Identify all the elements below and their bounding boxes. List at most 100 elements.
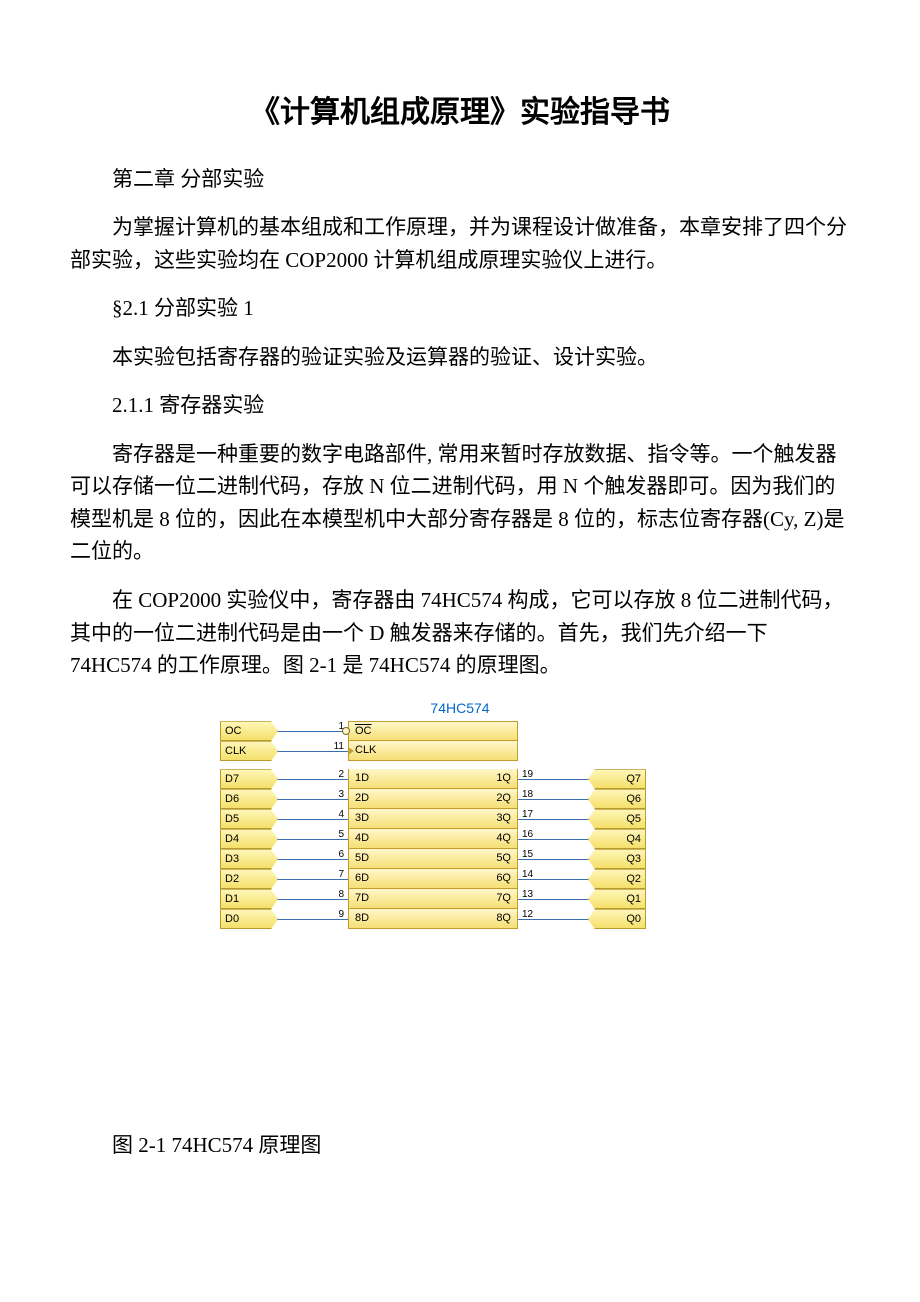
wire-right: 13 bbox=[518, 889, 588, 909]
pin-tag-left: D5 bbox=[220, 809, 278, 829]
pin-number: 12 bbox=[522, 907, 533, 923]
chip-pin-row: D0 9 8D 8Q 12 Q0 bbox=[220, 909, 700, 929]
pin-tag-left: D7 bbox=[220, 769, 278, 789]
wire-left: 9 bbox=[278, 909, 348, 929]
pin-tag-left: D1 bbox=[220, 889, 278, 909]
chip-body-row: 1D 1Q bbox=[348, 769, 518, 789]
pin-number: 8 bbox=[338, 887, 344, 903]
chip-pin-row: D6 3 2D 2Q 18Q6 bbox=[220, 789, 700, 809]
chip-pin-label-right: 6Q bbox=[496, 870, 511, 887]
pin-tag-left: D6 bbox=[220, 789, 278, 809]
wire-left: 5 bbox=[278, 829, 348, 849]
inversion-bubble-icon bbox=[342, 727, 350, 735]
wire-right: 14 bbox=[518, 869, 588, 889]
pin-tag-right: Q5 bbox=[588, 809, 646, 829]
wire-right: 19 bbox=[518, 769, 588, 789]
pin-tag-left: OC bbox=[220, 721, 278, 741]
pin-tag-right: Q4 bbox=[588, 829, 646, 849]
chip-pin-label-left: 7D bbox=[355, 890, 369, 907]
pin-number: 17 bbox=[522, 807, 533, 823]
chip-pin-label-left: 2D bbox=[355, 790, 369, 807]
pin-tag-right: Q1 bbox=[588, 889, 646, 909]
pin-tag-left: D4 bbox=[220, 829, 278, 849]
pin-tag-left: D0 bbox=[220, 909, 278, 929]
pin-tag-right: Q0 bbox=[588, 909, 646, 929]
wire-left: 11 bbox=[278, 741, 348, 761]
chip-body-row: 3D3Q bbox=[348, 809, 518, 829]
pin-number: 5 bbox=[338, 827, 344, 843]
wire-left: 8 bbox=[278, 889, 348, 909]
chip-pin-row: D1 8 7D 7Q 13 Q1 bbox=[220, 889, 700, 909]
chip-pin-label-right: 5Q bbox=[496, 850, 511, 867]
pin-number: 16 bbox=[522, 827, 533, 843]
chip-body-row: 2D 2Q bbox=[348, 789, 518, 809]
chip-pin-label-left: 3D bbox=[355, 810, 369, 827]
chip-body-row: CLK bbox=[348, 741, 518, 761]
chip-pin-label-left: 6D bbox=[355, 870, 369, 887]
chip-pin-label-left: 8D bbox=[355, 910, 369, 927]
chip-pin-label-left: 4D bbox=[355, 830, 369, 847]
paragraph: 在 COP2000 实验仪中，寄存器由 74HC574 构成，它可以存放 8 位… bbox=[70, 584, 850, 682]
chip-pin-label-right: 8Q bbox=[496, 910, 511, 927]
wire-right: 18 bbox=[518, 789, 588, 809]
pin-tag-left: CLK bbox=[220, 741, 278, 761]
wire-left: 1 bbox=[278, 721, 348, 741]
chip-pin-label-left: OC bbox=[355, 723, 372, 740]
wire-right: 17 bbox=[518, 809, 588, 829]
paragraph: 寄存器是一种重要的数字电路部件, 常用来暂时存放数据、指令等。一个触发器可以存储… bbox=[70, 438, 850, 568]
pin-tag-right: Q3 bbox=[588, 849, 646, 869]
chip-pin-label-left: 1D bbox=[355, 770, 369, 787]
wire-right: 16 bbox=[518, 829, 588, 849]
wire-left: 2 bbox=[278, 769, 348, 789]
chip-pin-row: D4 5 4D 4Q 16 Q4 bbox=[220, 829, 700, 849]
pin-number: 2 bbox=[338, 767, 344, 783]
chip-pin-label-right: 4Q bbox=[496, 830, 511, 847]
subsubsection-heading: 2.1.1 寄存器实验 bbox=[70, 389, 850, 422]
pin-number: 15 bbox=[522, 847, 533, 863]
wire-right: 12 bbox=[518, 909, 588, 929]
section-heading: 第二章 分部实验 bbox=[70, 163, 850, 196]
pin-number: 14 bbox=[522, 867, 533, 883]
wire-left: 6 bbox=[278, 849, 348, 869]
chip-pin-row: OC1OC bbox=[220, 721, 700, 741]
chip-pin-label-right: 1Q bbox=[496, 770, 511, 787]
chip-body-row: OC bbox=[348, 721, 518, 741]
chip-pin-label-left: 5D bbox=[355, 850, 369, 867]
pin-number: 7 bbox=[338, 867, 344, 883]
chip-pin-row: D721D1Q19Q7 bbox=[220, 769, 700, 789]
pin-number: 6 bbox=[338, 847, 344, 863]
chip-body-row: 8D 8Q bbox=[348, 909, 518, 929]
wire-left: 3 bbox=[278, 789, 348, 809]
chip-diagram: 74HC574 OC1OCCLK11CLKD721D1Q19Q7D632D2Q1… bbox=[220, 698, 700, 930]
pin-number: 9 bbox=[338, 907, 344, 923]
chip-name-label: 74HC574 bbox=[220, 698, 700, 720]
chip-pin-row: D2 7 6D 6Q 14 Q2 bbox=[220, 869, 700, 889]
pin-number: 11 bbox=[334, 739, 344, 755]
chip-pin-row: D3 6 5D 5Q 15 Q3 bbox=[220, 849, 700, 869]
pin-tag-right: Q2 bbox=[588, 869, 646, 889]
paragraph: 为掌握计算机的基本组成和工作原理，并为课程设计做准备，本章安排了四个分部实验，这… bbox=[70, 211, 850, 276]
chip-pin-row: D5 43D3Q17 Q5 bbox=[220, 809, 700, 829]
pin-number: 19 bbox=[522, 767, 533, 783]
chip-pin-row: CLK 11 CLK bbox=[220, 741, 700, 761]
figure-caption: 图 2-1 74HC574 原理图 bbox=[70, 1129, 850, 1162]
paragraph: 本实验包括寄存器的验证实验及运算器的验证、设计实验。 bbox=[70, 341, 850, 374]
subsection-heading: §2.1 分部实验 1 bbox=[70, 292, 850, 325]
wire-right: 15 bbox=[518, 849, 588, 869]
pin-tag-left: D2 bbox=[220, 869, 278, 889]
chip-pin-label-right: 7Q bbox=[496, 890, 511, 907]
pin-tag-left: D3 bbox=[220, 849, 278, 869]
doc-title: 《计算机组成原理》实验指导书 bbox=[70, 90, 850, 137]
chip-pin-label-left: CLK bbox=[355, 742, 376, 759]
chip-body-row: 5D 5Q bbox=[348, 849, 518, 869]
pin-number: 4 bbox=[338, 807, 344, 823]
wire-left: 7 bbox=[278, 869, 348, 889]
chip-pin-label-right: 2Q bbox=[496, 790, 511, 807]
pin-tag-right: Q6 bbox=[588, 789, 646, 809]
chip-body-row: 6D 6Q bbox=[348, 869, 518, 889]
pin-number: 3 bbox=[338, 787, 344, 803]
chip-body-row: 4D 4Q bbox=[348, 829, 518, 849]
wire-left: 4 bbox=[278, 809, 348, 829]
pin-number: 13 bbox=[522, 887, 533, 903]
chip-body-row: 7D 7Q bbox=[348, 889, 518, 909]
